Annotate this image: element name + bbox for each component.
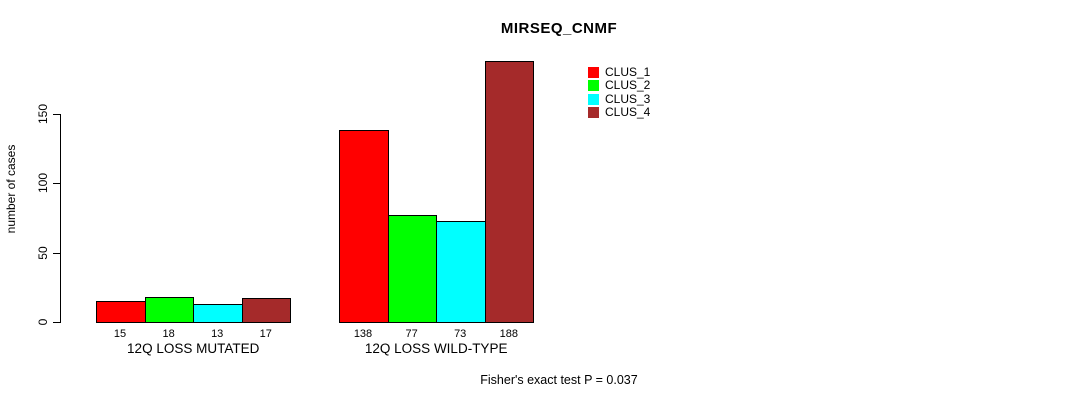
- y-axis-line: [60, 113, 61, 323]
- legend-color-swatch: [588, 80, 599, 92]
- bar-value-label: 73: [454, 328, 467, 340]
- bar-value-label: 13: [211, 328, 224, 340]
- bar-clus_2: [144, 296, 195, 323]
- bar-value-label: 17: [259, 328, 272, 340]
- chart-title: MIRSEQ_CNMF: [500, 20, 618, 37]
- legend-series-label: CLUS_1: [605, 65, 651, 79]
- legend-color-swatch: [588, 93, 599, 105]
- bar-value-label: 18: [162, 328, 175, 340]
- y-axis-title: number of cases: [4, 144, 18, 234]
- y-axis-tick: [53, 183, 60, 185]
- bar-clus_4: [241, 298, 292, 323]
- y-axis-tick-label: 150: [36, 103, 50, 124]
- bar-clus_2: [387, 215, 438, 323]
- legend-series-label: CLUS_2: [605, 78, 651, 93]
- bar-value-label: 15: [113, 328, 127, 340]
- bar-clus_4: [484, 60, 535, 323]
- y-axis-tick-label: 100: [36, 173, 50, 194]
- y-axis-tick-label: 0: [36, 318, 50, 326]
- legend-series-label: CLUS_4: [605, 105, 651, 120]
- legend-series-label: CLUS_3: [605, 91, 651, 106]
- bar-value-label: 77: [405, 328, 418, 340]
- bar-value-label: 138: [353, 328, 373, 340]
- x-axis-category-label: 12Q LOSS MUTATED: [127, 341, 260, 356]
- y-axis-tick-label: 50: [36, 245, 50, 260]
- bar-clus_1: [339, 130, 389, 323]
- fisher-test-annotation: Fisher's exact test P = 0.037: [480, 373, 638, 387]
- y-axis-tick: [53, 252, 60, 254]
- y-axis-tick: [53, 322, 60, 323]
- y-axis-tick: [53, 113, 60, 115]
- x-axis-category-label: 12Q LOSS WILD-TYPE: [364, 341, 508, 356]
- bar-clus_1: [96, 301, 146, 323]
- legend-color-swatch: [588, 107, 599, 119]
- legend-color-swatch: [588, 67, 599, 78]
- bar-clus_3: [193, 303, 243, 323]
- bar-value-label: 188: [499, 328, 518, 340]
- bar-clus_3: [436, 220, 486, 323]
